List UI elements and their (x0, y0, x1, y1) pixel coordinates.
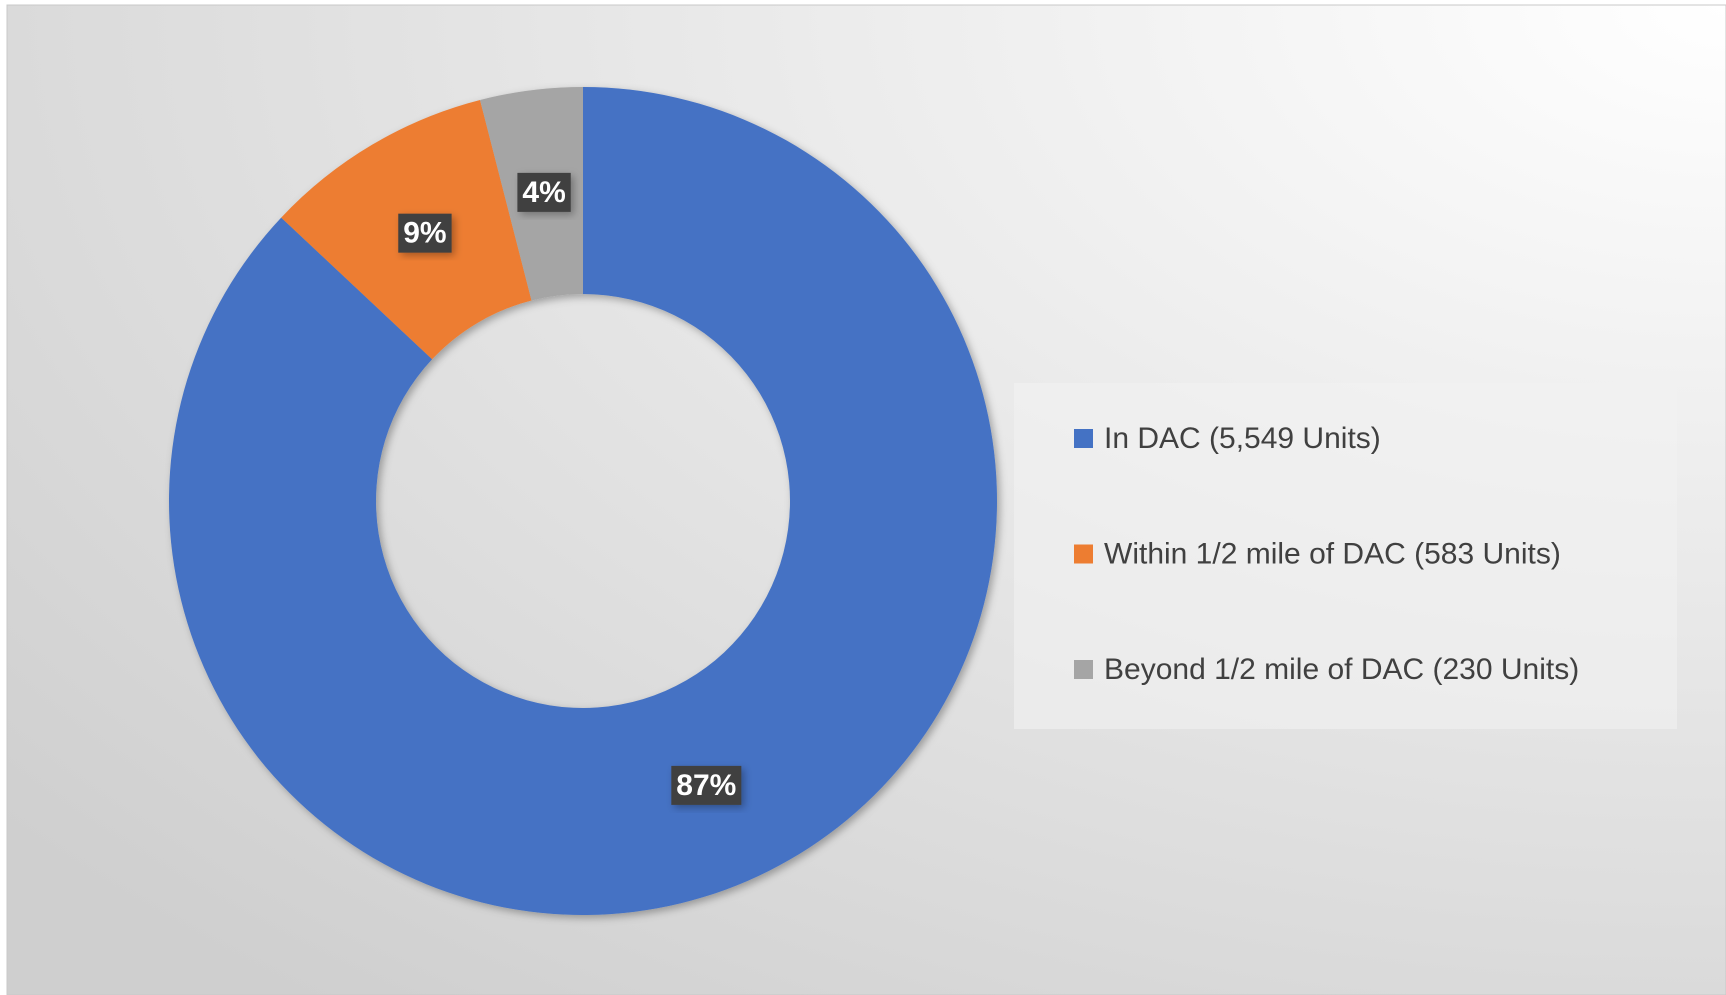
legend-swatch (1074, 429, 1093, 448)
data-label: 87% (676, 769, 736, 802)
data-label-box (671, 765, 742, 805)
data-label-box (517, 172, 571, 212)
donut-wedge (168, 87, 998, 915)
data-label: 9% (403, 217, 446, 250)
legend-swatch (1074, 660, 1093, 679)
legend-label: Beyond 1/2 mile of DAC (230 Units) (1104, 653, 1579, 686)
legend-label: Within 1/2 mile of DAC (583 Units) (1104, 537, 1561, 570)
data-label: 4% (522, 176, 565, 209)
data-label-box (398, 213, 452, 253)
legend-label: In DAC (5,549 Units) (1104, 422, 1381, 455)
legend-swatch (1074, 544, 1093, 564)
legend-box (1014, 383, 1677, 729)
